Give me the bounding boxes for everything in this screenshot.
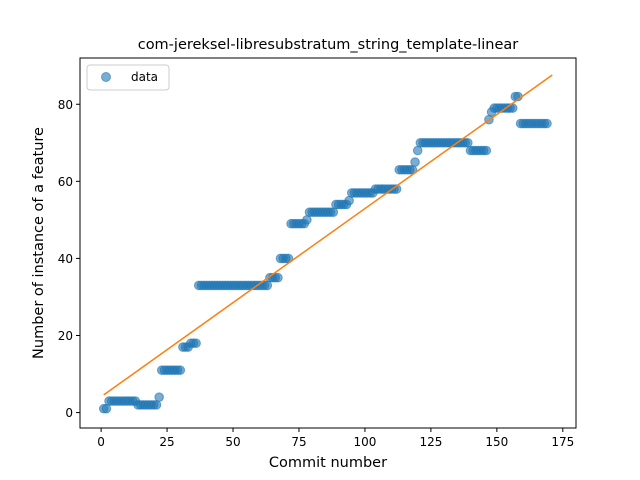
y-tick-label: 80	[58, 98, 73, 112]
chart-title: com-jereksel-libresubstratum_string_temp…	[138, 37, 519, 53]
legend-marker-data	[101, 72, 111, 82]
data-point	[154, 392, 164, 402]
x-tick-label: 75	[291, 435, 306, 449]
legend: data	[86, 64, 170, 91]
data-point	[410, 157, 420, 167]
y-tick-label: 60	[58, 175, 73, 189]
x-tick-label: 125	[419, 435, 442, 449]
legend-label-data: data	[131, 70, 158, 84]
ticks-layer: 0 25 50 75 100 125 150 175 0 20 40 60 80	[58, 98, 575, 449]
x-tick-label: 0	[97, 435, 105, 449]
x-tick-label: 150	[485, 435, 508, 449]
data-point	[175, 365, 186, 375]
data-point	[542, 118, 552, 129]
axes-spines	[79, 57, 577, 429]
x-tick-label: 50	[225, 435, 240, 449]
y-tick-label: 0	[65, 406, 73, 420]
data-point	[191, 338, 201, 349]
x-axis-label: Commit number	[269, 455, 387, 471]
data-point	[481, 145, 492, 156]
y-tick-label: 20	[58, 329, 73, 343]
plot-border	[79, 57, 577, 429]
x-tick-label: 175	[551, 435, 574, 449]
plot-area	[80, 58, 576, 428]
legend-box	[86, 64, 170, 91]
y-axis-label: Number of instance of a feature	[31, 127, 47, 359]
marks-layer	[98, 74, 553, 414]
x-tick-label: 100	[353, 435, 376, 449]
data-point	[273, 272, 283, 283]
x-tick-label: 25	[159, 435, 174, 449]
y-tick-label: 40	[58, 252, 73, 266]
fit-line	[103, 74, 553, 396]
